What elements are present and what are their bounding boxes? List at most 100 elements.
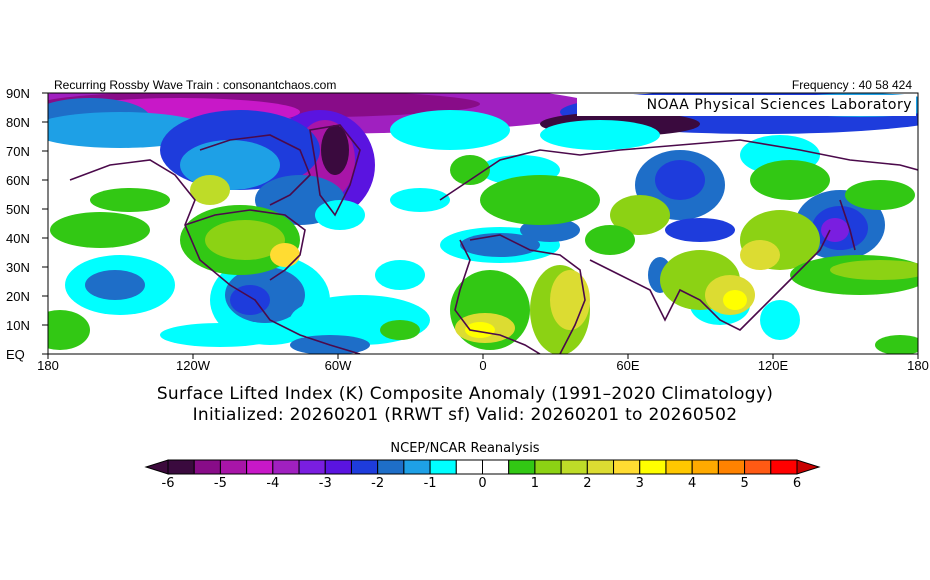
anomaly-region [585, 225, 635, 255]
anomaly-field [48, 93, 918, 354]
colorbar-box [691, 459, 719, 475]
noaa-credit: NOAA Physical Sciences Laboratory [577, 95, 916, 116]
anomaly-region [160, 323, 280, 347]
lon-label: 120E [757, 358, 789, 373]
colorbar-box [429, 459, 457, 475]
colorbar-tick-label: 6 [792, 476, 802, 491]
coastline [309, 124, 361, 217]
coastline [199, 134, 311, 206]
colorbar-box [455, 459, 483, 475]
anomaly-region [821, 218, 849, 242]
colorbar-box [377, 459, 405, 475]
colorbar-over-triangle [796, 459, 821, 475]
lon-label: 60W [324, 358, 352, 373]
anomaly-region [465, 322, 495, 338]
anomaly-region [845, 180, 915, 210]
anomaly-region [760, 300, 800, 340]
colorbar-tick-label: 0 [478, 476, 487, 491]
header-left-text: Recurring Rossby Wave Train : consonantc… [54, 78, 337, 92]
colorbar-box [508, 459, 536, 475]
anomaly-region [390, 188, 450, 212]
anomaly-region [375, 260, 425, 290]
lat-label: 40N [6, 231, 30, 246]
coastline [454, 239, 541, 354]
lat-label: 50N [6, 202, 30, 217]
lat-label: 20N [6, 289, 30, 304]
colorbar-tick-label: -2 [371, 476, 385, 491]
anomaly-region [205, 220, 285, 260]
lat-label: 80N [6, 115, 30, 130]
lon-label: 180 [37, 358, 59, 373]
lat-label: 30N [6, 260, 30, 275]
lon-label: 180 [907, 358, 929, 373]
colorbar-box [613, 459, 641, 475]
colorbar-box [403, 459, 431, 475]
colorbar-box [246, 459, 274, 475]
colorbar-tick-label: 2 [583, 476, 592, 491]
anomaly-region [190, 175, 230, 205]
colorbar [144, 459, 821, 475]
colorbar-box [665, 459, 693, 475]
coastline [839, 199, 856, 251]
coastline [184, 209, 306, 281]
colorbar-tick-label: 3 [635, 476, 644, 491]
colorbar-under-triangle [144, 459, 169, 475]
colorbar-box [744, 459, 772, 475]
coastline [439, 139, 918, 201]
anomaly-region [48, 310, 90, 350]
anomaly-region [830, 260, 918, 280]
coastline [69, 159, 361, 354]
anomaly-region [665, 218, 735, 242]
colorbar-box [534, 459, 562, 475]
colorbar-box [193, 459, 221, 475]
anomaly-region [50, 212, 150, 248]
lat-label: 90N [6, 86, 30, 101]
lat-label: 70N [6, 144, 30, 159]
anomaly-region [390, 110, 510, 150]
colorbar-box [350, 459, 379, 475]
colorbar-box [298, 459, 326, 475]
colorbar-tick-label: -4 [266, 476, 280, 491]
colorbar-box [586, 459, 615, 475]
lat-label: 60N [6, 173, 30, 188]
axis-ticks [42, 92, 919, 359]
colorbar-box [324, 459, 352, 475]
anomaly-region [380, 320, 420, 340]
anomaly-region [610, 195, 670, 235]
anomaly-region [450, 155, 490, 185]
map-title-line2: Initialized: 20260201 (RRWT sf) Valid: 2… [192, 405, 738, 425]
map-title-line1: Surface Lifted Index (K) Composite Anoma… [156, 384, 774, 404]
colorbar-tick-label: -5 [213, 476, 227, 491]
anomaly-region [740, 240, 780, 270]
anomaly-region [655, 160, 705, 200]
colorbar-box [219, 459, 248, 475]
colorbar-tick-label: 1 [530, 476, 540, 491]
lat-label: EQ [6, 347, 25, 362]
anomaly-region [723, 290, 747, 310]
lat-label: 10N [6, 318, 30, 333]
colorbar-tick-label: 4 [688, 476, 697, 491]
anomaly-region [875, 335, 918, 354]
anomaly-region [550, 270, 590, 330]
colorbar-tick-label: 5 [740, 476, 749, 491]
header-frequency-text: Frequency : 40 58 424 [791, 78, 912, 92]
colorbar-box [167, 459, 195, 475]
coastlines [69, 124, 918, 354]
anomaly-region [315, 200, 365, 230]
lon-label: 60E [616, 358, 640, 373]
colorbar-box [770, 459, 798, 475]
anomaly-region [90, 188, 170, 212]
colorbar-box [717, 459, 746, 475]
anomaly-region [270, 243, 300, 267]
colorbar-tick-label: -1 [423, 476, 437, 491]
colorbar-box [560, 459, 588, 475]
anomaly-region [750, 160, 830, 200]
anomaly-region [480, 175, 600, 225]
colorbar-label: NCEP/NCAR Reanalysis [390, 441, 540, 456]
lon-label: 0 [479, 358, 487, 373]
colorbar-box [272, 459, 300, 475]
colorbar-box [482, 459, 510, 475]
colorbar-tick-label: -6 [161, 476, 175, 491]
anomaly-region [321, 125, 349, 175]
